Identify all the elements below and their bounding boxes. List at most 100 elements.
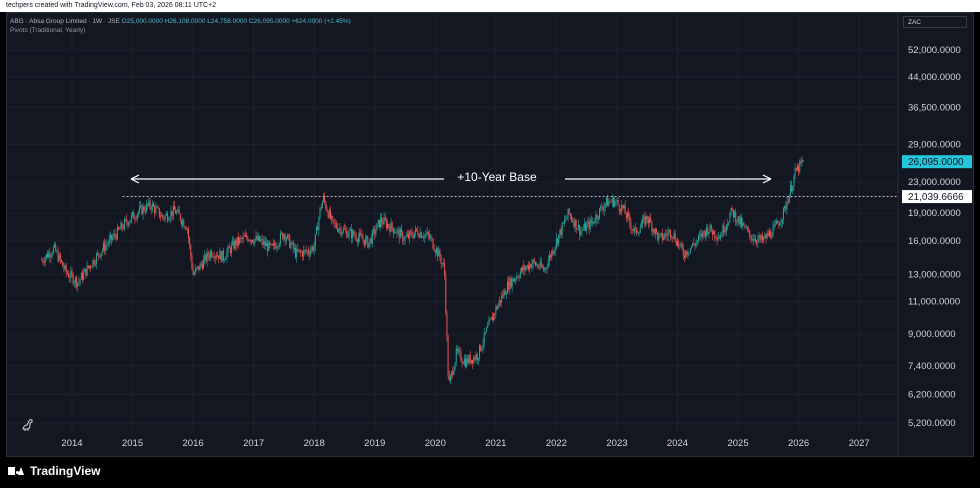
candle-body [516,276,518,280]
candle-body [759,235,761,240]
candle-body [244,234,246,237]
symbol-info[interactable]: ABG · Absa Group Limited · 1W · JSE [10,18,120,25]
candle-body [401,229,403,232]
candle-body [62,261,64,267]
candle-body [78,281,80,283]
candle-body [203,259,205,269]
candle-body [665,233,667,235]
candle-body [628,212,630,216]
candle-body [113,233,115,238]
x-tick-label: 2014 [61,438,82,449]
chart-panel[interactable] [6,12,974,457]
y-tick-label: 19,000.0000 [908,208,961,219]
candle-body [263,241,265,245]
candle-body [575,219,577,230]
candle-body [342,228,344,233]
candle-body [631,228,633,230]
candle-body [637,233,639,234]
candle-body [744,224,746,229]
candle-body [162,214,164,218]
candle-body [770,231,772,238]
candle-body [378,220,380,228]
candle-body [93,259,95,265]
currency-button[interactable]: ZAC [903,16,967,28]
candle-body [728,222,730,225]
candle-body [416,228,418,231]
candle-body [534,262,536,266]
candle-body [129,220,131,223]
candle-body [640,224,642,228]
candle-body [389,226,391,232]
candle-body [212,256,214,257]
candle-body [295,247,297,258]
candle-body [473,357,475,364]
indicator-name[interactable]: Pivots (Traditional, Yearly) [10,27,86,34]
candle-body [472,359,474,364]
candle-body [561,222,563,235]
candle-body [690,246,692,249]
candle-body [427,232,429,235]
candle-body [408,234,410,238]
left-arrow-head [130,174,140,184]
price-axis[interactable]: 52,000.0000 44,000.0000 36,500.0000 29,000.… [908,45,961,429]
candle-body [300,251,302,253]
candle-body [163,217,165,219]
candle-body [261,239,263,241]
candle-body [564,220,566,224]
candle-body [780,222,782,224]
candle-body [439,249,441,258]
candle-body [794,168,796,177]
candle-body [504,290,506,295]
candle-body [801,160,803,163]
candle-body [76,277,78,287]
candle-body [458,350,460,352]
candle-body [293,247,295,249]
candle-body [387,224,389,228]
candle-body [697,236,699,241]
candle-body [396,229,398,234]
candle-body [362,238,364,241]
candle-body [258,235,260,242]
candle-body [340,228,342,235]
candle-body [281,233,283,234]
candle-body [357,237,359,242]
candle-body [647,219,649,223]
candle-body [194,268,196,274]
candle-body [97,252,99,255]
x-tick-label: 2017 [243,438,264,449]
candle-body [395,232,397,234]
candle-body [85,268,87,276]
candle-body [608,201,610,207]
dino-icon[interactable] [20,416,36,432]
candle-body [161,214,163,217]
candle-body [86,265,88,276]
candle-body [411,232,413,236]
candle-body [226,252,228,259]
candle-body [206,252,208,262]
candle-body [746,227,748,230]
candle-body [66,272,68,274]
candle-body [361,234,363,239]
candle-body [55,244,57,252]
candle-body [756,241,758,243]
time-axis[interactable]: 2014 2015 2016 2017 2018 2019 2020 2021 2022 2023… [61,438,869,449]
candle-body [715,236,717,238]
candle-body [371,230,373,244]
candle-body [707,226,709,234]
candle-body [635,227,637,229]
candle-body [327,211,329,218]
candle-body [83,272,85,280]
candle-body [187,229,189,238]
tradingview-logo[interactable]: TradingView [8,464,100,478]
candle-body [653,229,655,234]
x-tick-label: 2022 [546,438,567,449]
candle-body [568,208,570,214]
candle-body [144,210,146,212]
y-tick-label: 23,000.0000 [908,177,961,188]
candle-body [182,220,184,225]
candle-body [233,240,235,249]
candle-body [668,230,670,232]
candle-body [235,240,237,246]
candle-body [574,219,576,227]
